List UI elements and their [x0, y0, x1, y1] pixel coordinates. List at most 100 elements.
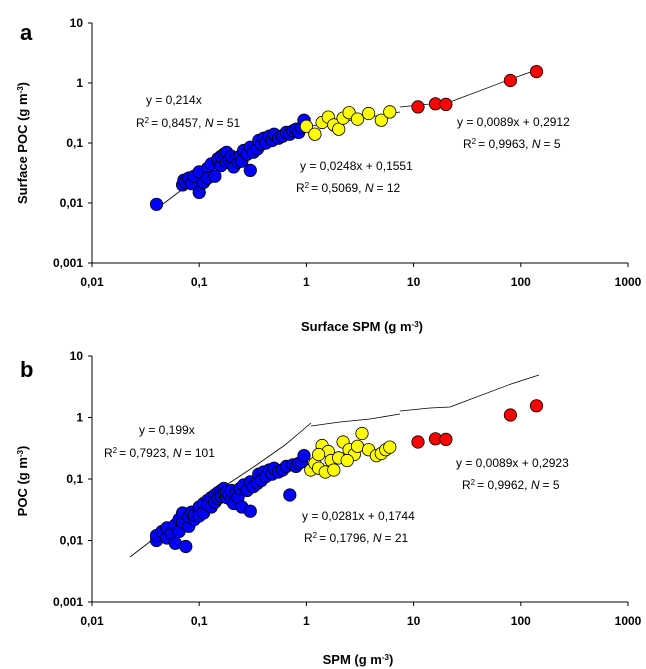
- y-tick-label: 10: [70, 16, 84, 30]
- data-point: [350, 112, 365, 126]
- r2-sup: 2: [472, 137, 477, 146]
- panel-b-x-label-text: SPM (g m: [323, 652, 382, 667]
- data-point: [411, 435, 425, 449]
- r2-sup: 2: [145, 116, 150, 125]
- panel-b-ann2-line1: y = 0,0281x + 0,1744: [302, 509, 415, 523]
- y-tick-label: 0,001: [53, 595, 83, 609]
- x-tick-label: 100: [511, 275, 531, 289]
- y-tick-label: 10: [70, 349, 84, 363]
- x-tick-label: 1000: [615, 275, 642, 289]
- panel-a-ann3-line1: y = 0,0089x + 0,2912: [457, 115, 570, 129]
- y-tick-label: 1: [76, 76, 83, 90]
- unit-close: ): [389, 652, 393, 667]
- data-point: [340, 453, 354, 468]
- panel-b-trend-yellow: [310, 413, 401, 427]
- panel-a-ann1-line2: R2 = 0,8457, N = 51: [136, 116, 241, 131]
- x-tick-label: 1: [303, 275, 310, 289]
- unit-sup: -3: [412, 320, 420, 329]
- y-tick-label: 0,001: [53, 256, 83, 270]
- n-value: = 101: [185, 446, 216, 460]
- panel-b-ann1-line1: y = 0,199x: [139, 423, 195, 437]
- panel-a-y-label-text: Surface POC (g m: [15, 93, 30, 204]
- data-point: [297, 448, 311, 463]
- panel-b-ann3-line1: y = 0,0089x + 0,2923: [456, 456, 569, 470]
- r2-value: = 0,9962,: [477, 478, 531, 492]
- data-point: [503, 408, 517, 422]
- x-tick-label: 1000: [615, 614, 642, 628]
- n-symbol: N: [531, 478, 540, 492]
- panel-b-ann2-line2: R2 = 0,1796, N = 21: [304, 531, 409, 546]
- n-value: = 5: [544, 137, 561, 151]
- data-point: [149, 197, 164, 211]
- data-point: [529, 399, 544, 413]
- x-tick-label: 0,01: [80, 275, 104, 289]
- data-point: [374, 113, 388, 127]
- r2-sup: 2: [313, 531, 318, 540]
- data-point: [327, 463, 341, 477]
- r2-value: = 0,7923,: [119, 446, 173, 460]
- r2-label: R: [463, 137, 472, 151]
- r2-label: R: [462, 478, 471, 492]
- r2-value: = 0,5069,: [311, 181, 365, 195]
- x-tick-label: 0,1: [191, 614, 208, 628]
- data-point: [308, 127, 322, 141]
- panel-a-x-label-text: Surface SPM (g m: [301, 319, 412, 334]
- n-value: = 51: [217, 116, 241, 130]
- x-tick-label: 1: [303, 614, 310, 628]
- data-point: [208, 169, 222, 183]
- r2-label: R: [304, 531, 313, 545]
- data-point: [311, 447, 326, 462]
- panel-b-x-axis-label: SPM (g m-3): [323, 652, 394, 667]
- n-value: = 5: [543, 478, 560, 492]
- r2-value: = 0,8457,: [151, 116, 205, 130]
- panel-b: b 0,01 0,1 1 10 100 1000 0,001 0,01 0,1 1 10 y = …: [15, 349, 642, 667]
- x-tick-label: 10: [407, 614, 421, 628]
- panel-a-ann1-line1: y = 0,214x: [146, 93, 202, 107]
- unit-sup: -3: [382, 653, 390, 662]
- unit-close: ): [15, 82, 30, 86]
- data-point: [243, 504, 257, 518]
- y-tick-label: 0,1: [66, 472, 83, 486]
- panel-a-x-axis-label: Surface SPM (g m-3): [301, 319, 423, 334]
- panel-b-x-ticks: 0,01 0,1 1 10 100 1000: [80, 602, 642, 628]
- data-point: [503, 73, 517, 88]
- data-point: [243, 163, 257, 177]
- data-point: [361, 106, 376, 121]
- x-tick-label: 10: [407, 275, 421, 289]
- y-tick-label: 0,1: [66, 136, 83, 150]
- r2-sup: 2: [305, 181, 310, 190]
- y-tick-label: 0,01: [60, 534, 84, 548]
- panel-a-ann3-line2: R2 = 0,9963, N = 5: [463, 137, 561, 152]
- panel-a-label: a: [20, 20, 33, 45]
- x-tick-label: 0,1: [191, 275, 208, 289]
- data-point: [411, 100, 425, 114]
- n-symbol: N: [205, 116, 214, 130]
- panel-a-points: [149, 65, 544, 211]
- r2-sup: 2: [113, 446, 118, 455]
- data-point: [332, 122, 346, 136]
- panel-b-ann1-line2: R2 = 0,7923, N = 101: [104, 446, 215, 461]
- r2-label: R: [104, 446, 113, 460]
- panel-a: a 0,01 0,1 1 10 100 1000 0,001 0,01 0,1 1 10 y = …: [15, 16, 642, 334]
- n-symbol: N: [173, 446, 182, 460]
- data-point: [383, 440, 397, 454]
- data-point: [179, 539, 193, 554]
- data-point: [350, 439, 365, 453]
- panel-b-y-ticks: 0,001 0,01 0,1 1 10: [53, 349, 92, 609]
- n-symbol: N: [365, 181, 374, 195]
- data-point: [355, 426, 369, 441]
- panel-b-y-label-text: POC (g m: [15, 457, 30, 516]
- panel-b-trend-red: [399, 374, 540, 412]
- r2-sup: 2: [471, 478, 476, 487]
- data-point: [383, 105, 397, 119]
- y-tick-label: 0,01: [60, 196, 84, 210]
- n-value: = 21: [385, 531, 409, 545]
- data-point: [439, 432, 453, 446]
- panel-b-points: [149, 399, 544, 554]
- panel-b-ann3-line2: R2 = 0,9962, N = 5: [462, 478, 560, 493]
- n-symbol: N: [532, 137, 541, 151]
- r2-value: = 0,1796,: [319, 531, 373, 545]
- y-tick-label: 1: [76, 411, 83, 425]
- data-point: [439, 97, 453, 112]
